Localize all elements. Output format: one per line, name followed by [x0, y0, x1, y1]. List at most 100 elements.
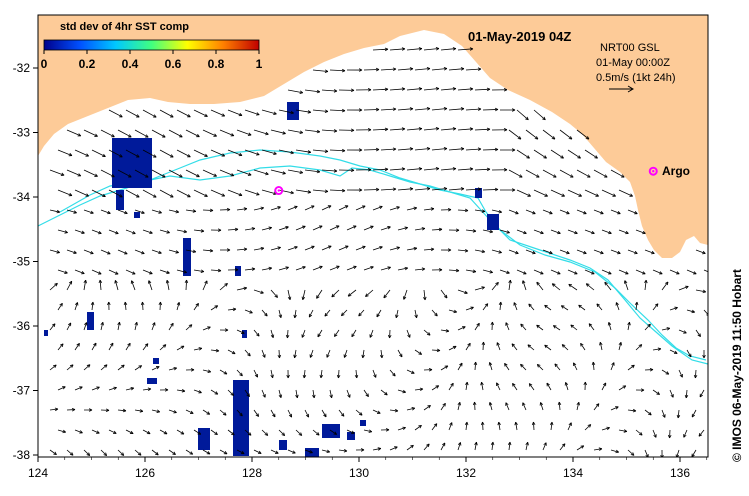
current-arrow [114, 280, 119, 291]
current-arrow [142, 109, 157, 118]
current-arrow [202, 326, 211, 331]
current-arrow [496, 342, 501, 351]
current-arrow [236, 208, 247, 211]
current-arrow [304, 205, 315, 211]
current-arrow [83, 209, 94, 214]
current-arrow [644, 280, 647, 291]
current-arrow [499, 301, 502, 311]
current-arrow [125, 342, 131, 351]
current-arrow [236, 369, 243, 377]
current-arrow [695, 329, 701, 337]
x-tick-label: 126 [135, 466, 155, 480]
current-arrow [691, 409, 697, 418]
current-arrow [627, 249, 638, 254]
current-arrow [652, 269, 663, 275]
current-arrow [448, 269, 460, 272]
current-arrow [380, 389, 388, 396]
current-arrow [389, 247, 400, 251]
current-arrow [168, 249, 179, 253]
current-arrow [380, 266, 391, 271]
sst-patch [487, 214, 499, 230]
current-arrow [193, 347, 202, 351]
current-arrow [244, 389, 250, 397]
current-arrow [227, 189, 243, 196]
current-arrow [134, 365, 142, 371]
current-arrow [474, 323, 480, 331]
current-arrow [482, 109, 499, 111]
current-arrow [321, 89, 337, 92]
current-arrow [578, 304, 586, 311]
current-arrow [542, 129, 556, 140]
current-arrow [295, 429, 303, 436]
current-arrow [465, 422, 468, 431]
current-arrow [321, 169, 337, 172]
current-arrow [496, 382, 501, 391]
current-arrow [363, 149, 380, 151]
current-arrow [457, 249, 468, 252]
current-arrow [185, 279, 187, 291]
current-arrow [236, 248, 247, 251]
current-arrow [610, 449, 619, 453]
current-arrow [703, 309, 708, 316]
current-arrow [576, 445, 584, 451]
current-arrow [661, 281, 669, 291]
current-arrow [66, 280, 73, 291]
current-arrow [661, 369, 670, 375]
current-arrow [540, 402, 544, 411]
current-arrow [414, 68, 430, 71]
current-arrow [542, 169, 557, 178]
current-arrow [210, 149, 225, 157]
current-arrow [508, 442, 511, 451]
current-arrow [295, 109, 311, 113]
current-arrow [202, 369, 211, 373]
current-arrow [185, 209, 196, 212]
current-arrow [338, 369, 340, 379]
current-arrow [316, 289, 323, 299]
current-arrow [610, 249, 621, 254]
current-arrow [134, 249, 145, 255]
current-arrow [295, 389, 298, 398]
current-arrow [533, 149, 547, 159]
current-arrow [551, 283, 561, 291]
current-arrow [406, 48, 422, 51]
current-arrow [134, 169, 149, 178]
current-arrow [270, 129, 286, 134]
current-arrow [465, 68, 481, 71]
current-arrow [91, 269, 102, 275]
current-arrow [599, 342, 603, 351]
current-arrow [457, 88, 473, 91]
current-arrow [508, 169, 523, 178]
current-arrow [699, 389, 705, 398]
current-arrow [372, 448, 381, 451]
current-arrow [125, 387, 134, 391]
current-arrow [304, 169, 320, 173]
current-arrow [261, 109, 277, 115]
current-arrow [576, 402, 580, 411]
current-arrow [593, 448, 602, 451]
y-tick-label: -33 [13, 126, 31, 140]
current-arrow [294, 309, 297, 318]
current-arrow [533, 229, 544, 234]
current-arrow [74, 229, 85, 234]
current-arrow [125, 109, 140, 118]
current-arrow [134, 129, 149, 138]
current-arrow [525, 442, 529, 451]
current-arrow [588, 323, 595, 331]
current-arrow [202, 280, 208, 291]
current-arrow [567, 149, 581, 159]
sst-patch [44, 330, 48, 336]
current-arrow [489, 402, 493, 411]
current-arrow [635, 344, 643, 351]
current-arrow [474, 209, 485, 212]
current-arrow [567, 189, 582, 197]
sst-patch [347, 432, 355, 440]
current-arrow [584, 189, 599, 197]
current-arrow [100, 364, 108, 371]
current-arrow [513, 302, 518, 311]
current-vectors [49, 47, 708, 457]
current-arrow [341, 309, 348, 316]
sst-patch [233, 380, 249, 456]
current-arrow [465, 188, 481, 191]
current-arrow [202, 409, 210, 415]
current-arrow [482, 341, 484, 351]
